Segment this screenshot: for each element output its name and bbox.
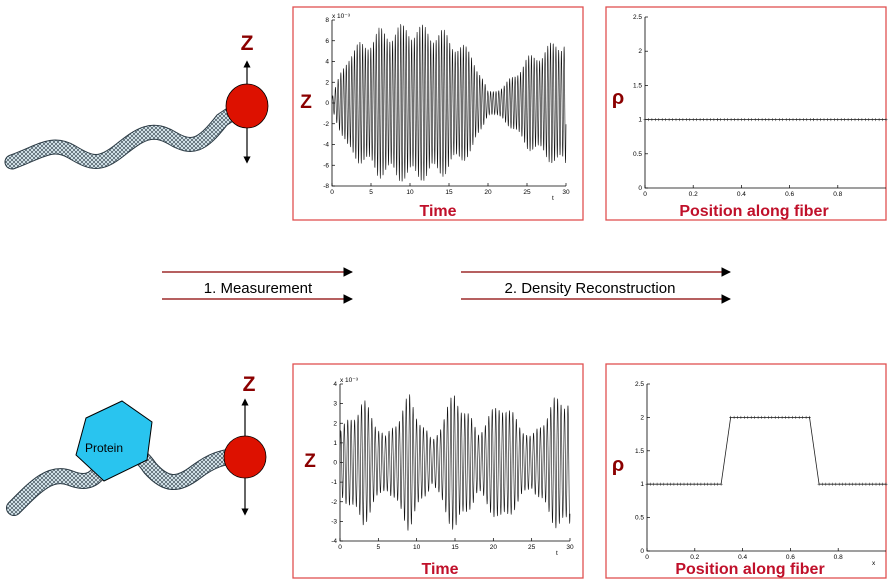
top-density-xtick-label: 0.4 (737, 191, 746, 198)
bottom-time-xtick-label: 25 (528, 544, 536, 551)
bottom-time-xtick-label: 10 (413, 544, 421, 551)
bottom-density-xtick-label: 0.8 (834, 554, 843, 561)
bottom-z-label: Z (243, 373, 256, 396)
panel-top-time: Z Time 0 5 10 15 20 25 30 -8 -6 -4 -2 0 2 4 6 8x 10⁻³ t (292, 6, 584, 221)
bottom-time-xlabel: Time (421, 561, 458, 578)
bottom-density-xtick-label: 0 (645, 554, 649, 561)
top-fiber-group: Z (4, 32, 269, 170)
top-density-xtick-label: 0.8 (833, 191, 842, 198)
top-density-ytick-label: 2.5 (633, 14, 642, 21)
top-density-density-markers (643, 118, 888, 122)
top-time-ytick-label: -6 (323, 162, 329, 169)
step-measurement: 1. Measurement (162, 267, 353, 304)
measurement-label: 1. Measurement (204, 280, 313, 297)
top-time-xtick-label: 5 (369, 189, 373, 196)
bottom-fiber-group: Protein Z (6, 373, 267, 516)
top-density-chart: 0 0.2 0.4 0.6 0.8 0 0.5 1 1.5 2 2.5 (633, 14, 888, 198)
top-density-rho-label: ρ (612, 87, 624, 109)
top-time-ytick-label: 4 (325, 59, 329, 66)
top-time-z-label: Z (300, 92, 312, 113)
bottom-density-ytick-label: 0.5 (635, 515, 644, 522)
bottom-time-xtick-label: 15 (451, 544, 459, 551)
bottom-time-chart: 0 5 10 15 20 25 30 -4 -3 -2 -1 0 1 2 3 4x 10⁻³ t (331, 377, 574, 557)
top-time-ytick-label: 0 (325, 100, 329, 107)
top-density-ytick-label: 0 (638, 185, 642, 192)
top-time-ytick-label: -4 (323, 142, 329, 149)
bottom-density-xlabel: Position along fiber (675, 561, 824, 578)
bottom-time-ytick-label: -3 (331, 518, 337, 525)
bottom-time-ytick-label: -4 (331, 538, 337, 545)
top-time-exponent: x 10⁻³ (332, 13, 351, 20)
top-bead (225, 83, 269, 129)
bottom-bead (223, 435, 267, 479)
reconstruction-label: 2. Density Reconstruction (505, 280, 676, 297)
bottom-density-ytick-label: 2.5 (635, 381, 644, 388)
top-density-ytick-label: 0.5 (633, 151, 642, 158)
bottom-time-ytick-label: 0 (333, 460, 337, 467)
bottom-time-ytick-label: -1 (331, 479, 337, 486)
bottom-time-xtick-label: 0 (338, 544, 342, 551)
bottom-time-xtick-label: 20 (490, 544, 498, 551)
top-density-xlabel: Position along fiber (679, 203, 828, 220)
bottom-density-xtick-label: 0.4 (738, 554, 747, 561)
bottom-density-ytick-label: 2 (640, 414, 644, 421)
bottom-time-ytick-label: 3 (333, 401, 337, 408)
top-time-chart: 0 5 10 15 20 25 30 -8 -6 -4 -2 0 2 4 6 8x 10⁻³ t (323, 13, 570, 202)
top-time-xtick-label: 15 (445, 189, 453, 196)
bottom-density-density-markers (645, 415, 888, 486)
panel-bottom-density: ρ Position along fiber 0 0.2 0.4 0.6 0.8 0 0.5… (605, 363, 888, 579)
top-time-ytick-label: -2 (323, 121, 329, 128)
top-z-label: Z (241, 32, 254, 55)
bottom-time-ytick-label: 4 (333, 381, 337, 388)
panel-bottom-time: Z Time 0 5 10 15 20 25 30 -4 -3 -2 -1 0 1 2 3 4x 10⁻³ t (292, 363, 584, 579)
bottom-time-xtick-label: 5 (377, 544, 381, 551)
top-density-xtick-label: 0.2 (689, 191, 698, 198)
bottom-time-ytick-label: 2 (333, 420, 337, 427)
panel-top-density: ρ Position along fiber 0 0.2 0.4 0.6 0.8 0 0.5… (605, 6, 888, 221)
top-density-xtick-label: 0 (643, 191, 647, 198)
bottom-density-ytick-label: 0 (640, 548, 644, 555)
bottom-density-ytick-label: 1 (640, 481, 644, 488)
top-time-xtick-label: 30 (562, 189, 570, 196)
top-time-xtick-label: 25 (523, 189, 531, 196)
top-time-ytick-label: 2 (325, 79, 329, 86)
bottom-time-ytick-label: 1 (333, 440, 337, 447)
top-time-ytick-label: 8 (325, 17, 329, 24)
top-time-ytick-label: -8 (323, 183, 329, 190)
top-time-xtick-label: 20 (484, 189, 492, 196)
top-density-ytick-label: 2 (638, 48, 642, 55)
top-fiber-mesh (5, 101, 247, 169)
bottom-time-exponent: x 10⁻³ (340, 377, 359, 384)
top-density-ytick-label: 1.5 (633, 82, 642, 89)
bottom-density-axis-var: x (872, 560, 876, 567)
protein-shape (75, 400, 153, 482)
bottom-time-z-label: Z (304, 451, 316, 472)
top-time-xtick-label: 10 (406, 189, 414, 196)
top-density-ytick-label: 1 (638, 117, 642, 124)
bottom-time-ytick-label: -2 (331, 499, 337, 506)
bottom-density-chart: 0 0.2 0.4 0.6 0.8 0 0.5 1 1.5 2 2.5 x (635, 381, 888, 567)
bottom-time-signal-line (339, 394, 571, 531)
protein-label: Protein (85, 441, 123, 455)
bottom-time-xtick-label: 30 (566, 544, 574, 551)
bottom-time-axis-var: t (556, 550, 558, 557)
bottom-density-xtick-label: 0.6 (786, 554, 795, 561)
top-density-xtick-label: 0.6 (785, 191, 794, 198)
top-time-xtick-label: 0 (330, 189, 334, 196)
bottom-density-ytick-label: 1.5 (635, 448, 644, 455)
top-time-ytick-label: 6 (325, 38, 329, 45)
bottom-density-xtick-label: 0.2 (690, 554, 699, 561)
bottom-density-rho-label: ρ (612, 454, 624, 476)
step-reconstruction: 2. Density Reconstruction (461, 267, 731, 304)
top-time-axis-var: t (552, 195, 554, 202)
top-time-xlabel: Time (419, 203, 456, 220)
top-time-signal-line (331, 24, 567, 182)
